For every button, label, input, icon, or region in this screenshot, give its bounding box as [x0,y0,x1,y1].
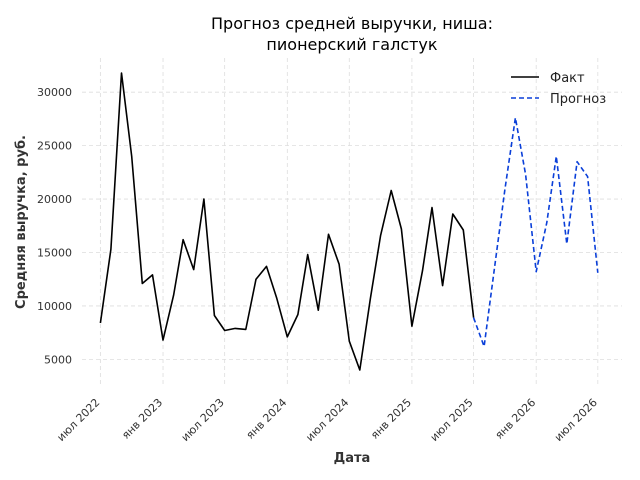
x-tick-label: янв 2024 [244,396,290,442]
x-axis-label: Дата [334,451,371,466]
grid [82,58,622,385]
y-tick-label: 15000 [37,246,72,259]
x-axis-ticks: июл 2022 янв 2023 июл 2023 янв 2024 июл 2024… [54,396,599,444]
series-line-forecast [472,117,599,348]
legend: Факт Прогноз [511,71,606,107]
chart-title-line-1: Прогноз средней выручки, ниша: [211,14,493,33]
legend-label-fact: Факт [550,71,585,86]
x-tick-label: янв 2023 [119,396,165,442]
y-axis-ticks: 5000 10000 15000 20000 25000 30000 [37,86,72,366]
x-tick-label: июл 2022 [54,396,102,444]
x-tick-label: янв 2025 [368,396,414,442]
y-tick-label: 30000 [37,86,72,99]
x-tick-label: июл 2023 [179,396,227,444]
chart-title-line-2: пионерский галстук [266,35,437,54]
series-lines [99,72,599,371]
y-tick-label: 5000 [44,353,72,366]
y-tick-label: 20000 [37,193,72,206]
legend-label-forecast: Прогноз [550,92,606,107]
series-line-fact [99,72,475,371]
y-axis-label: Средняя выручка, руб. [14,135,29,309]
y-tick-label: 10000 [37,300,72,313]
y-tick-label: 25000 [37,140,72,153]
x-tick-label: янв 2026 [493,396,539,442]
x-tick-label: июл 2025 [428,396,476,444]
x-tick-label: июл 2026 [552,396,600,444]
x-tick-label: июл 2024 [303,396,351,444]
